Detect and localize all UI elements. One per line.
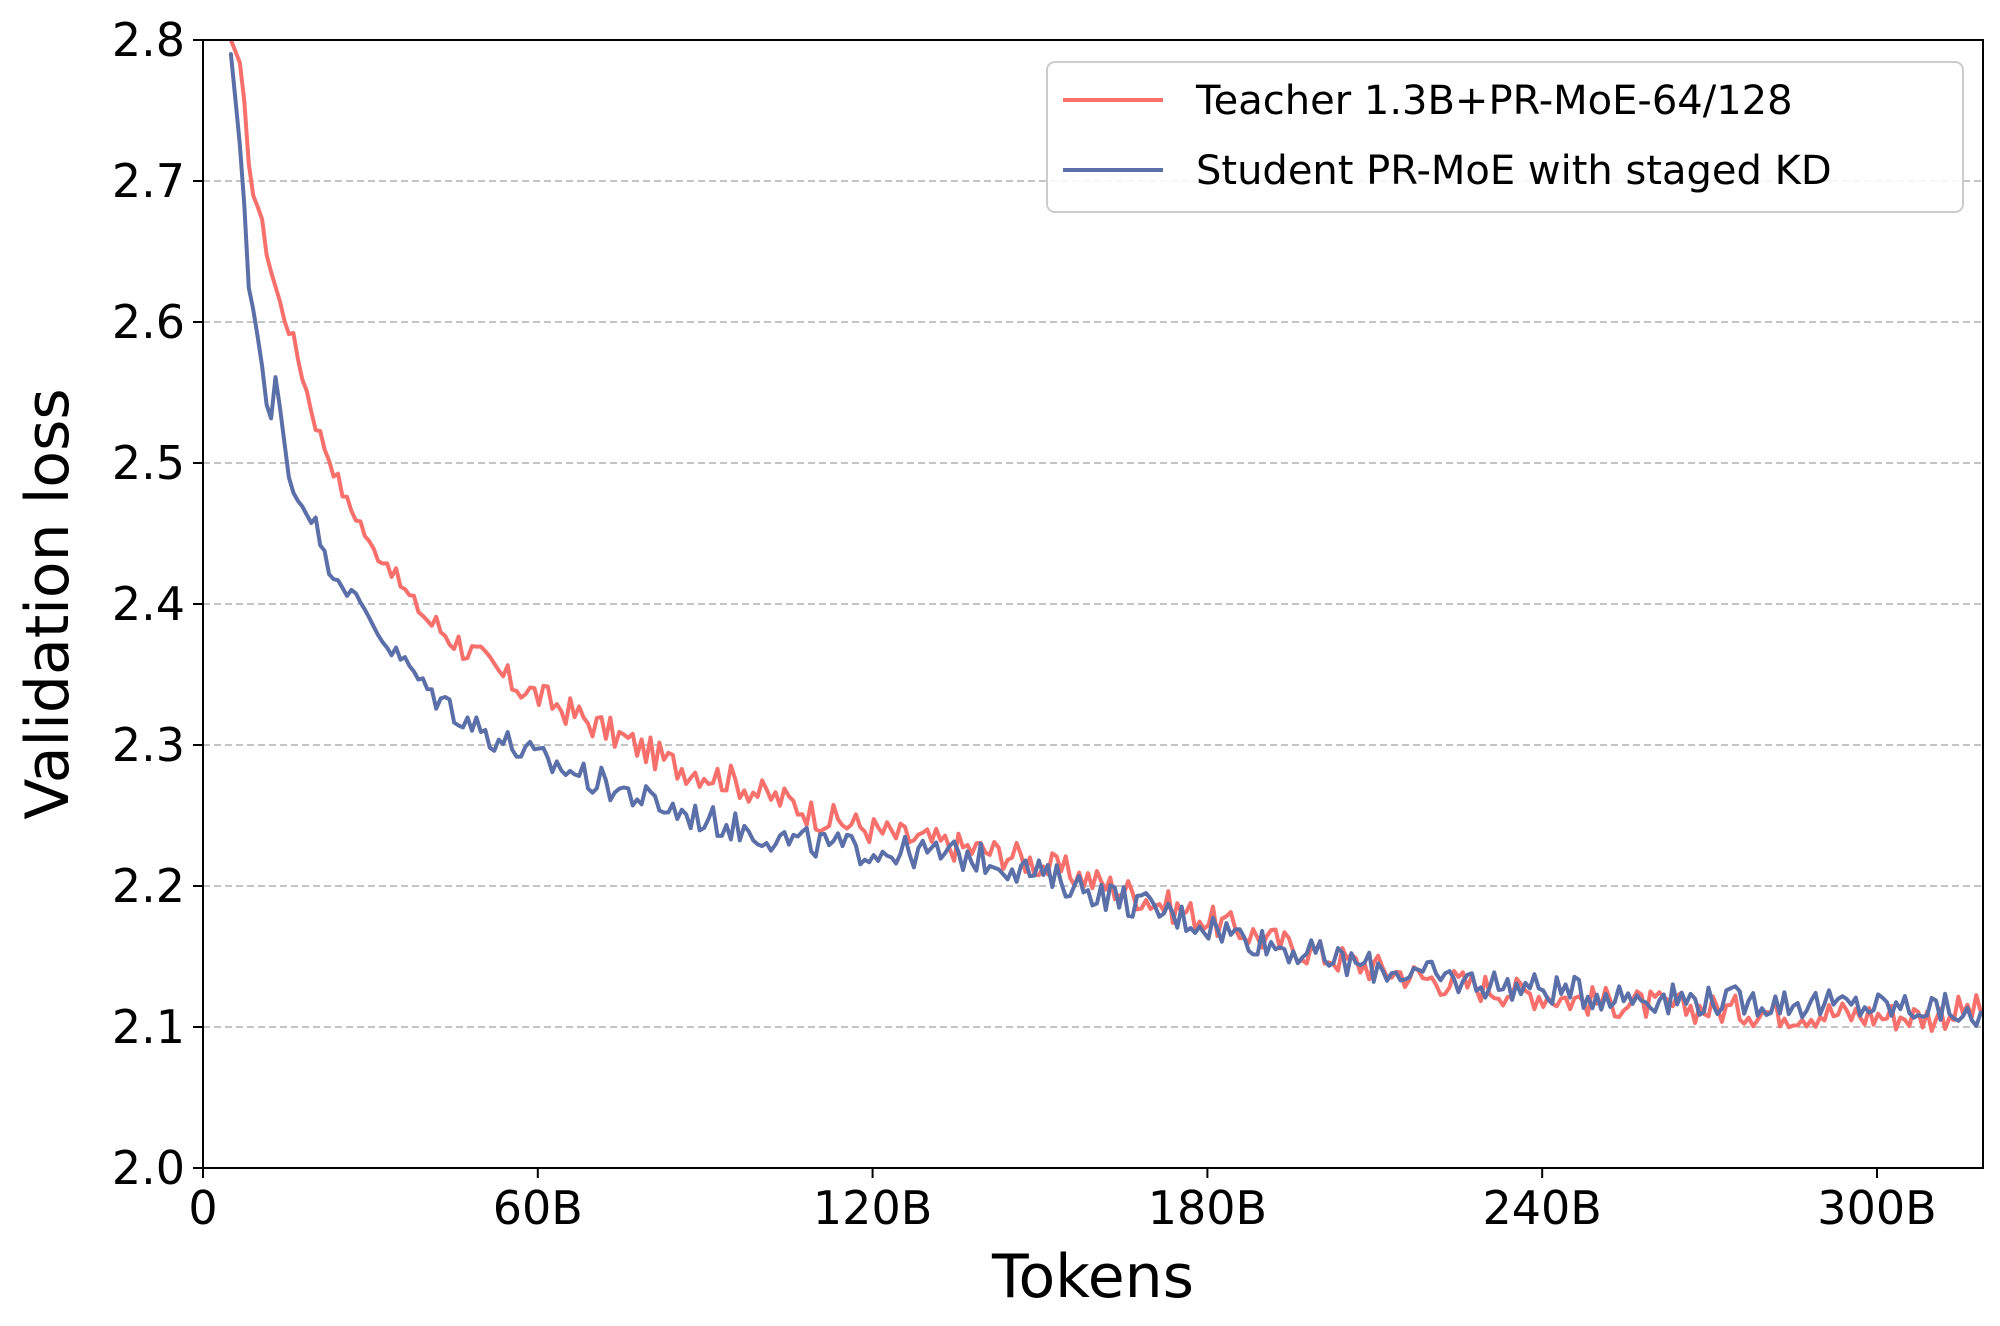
x-tick-label: 0 (188, 1181, 217, 1235)
y-tick-label: 2.2 (112, 859, 185, 913)
x-tick-label: 60B (493, 1181, 583, 1235)
y-tick-label: 2.4 (112, 577, 185, 631)
y-tick-label: 2.8 (112, 13, 185, 67)
axis-ticks: 2.0 2.1 2.2 2.3 2.4 2.5 2.6 2.7 2.8 0 60B 120B 180B 2… (112, 13, 1937, 1235)
y-tick-label: 2.7 (112, 154, 185, 208)
y-tick-label: 2.0 (112, 1141, 185, 1195)
legend-label-student: Student PR-MoE with staged KD (1196, 148, 1832, 194)
legend-box (1046, 61, 1964, 213)
series-lines (228, 40, 1983, 1033)
y-axis-title: Validation loss (13, 388, 83, 819)
y-tick-label: 2.5 (112, 436, 185, 490)
x-tick-label: 300B (1817, 1181, 1936, 1235)
legend-label-teacher: Teacher 1.3B+PR-MoE-64/128 (1195, 78, 1793, 124)
x-tick-label: 240B (1483, 1181, 1602, 1235)
series-line-student (228, 52, 1983, 1028)
y-tick-label: 2.6 (112, 295, 185, 349)
x-tick-label: 120B (813, 1181, 932, 1235)
y-tick-label: 2.3 (112, 718, 185, 772)
y-tick-label: 2.1 (112, 1000, 185, 1054)
x-tick-label: 180B (1148, 1181, 1267, 1235)
x-axis-title: Tokens (991, 1242, 1194, 1312)
series-line-teacher (228, 40, 1983, 1033)
legend: Teacher 1.3B+PR-MoE-64/128 Student PR-Mo… (1046, 61, 1964, 213)
